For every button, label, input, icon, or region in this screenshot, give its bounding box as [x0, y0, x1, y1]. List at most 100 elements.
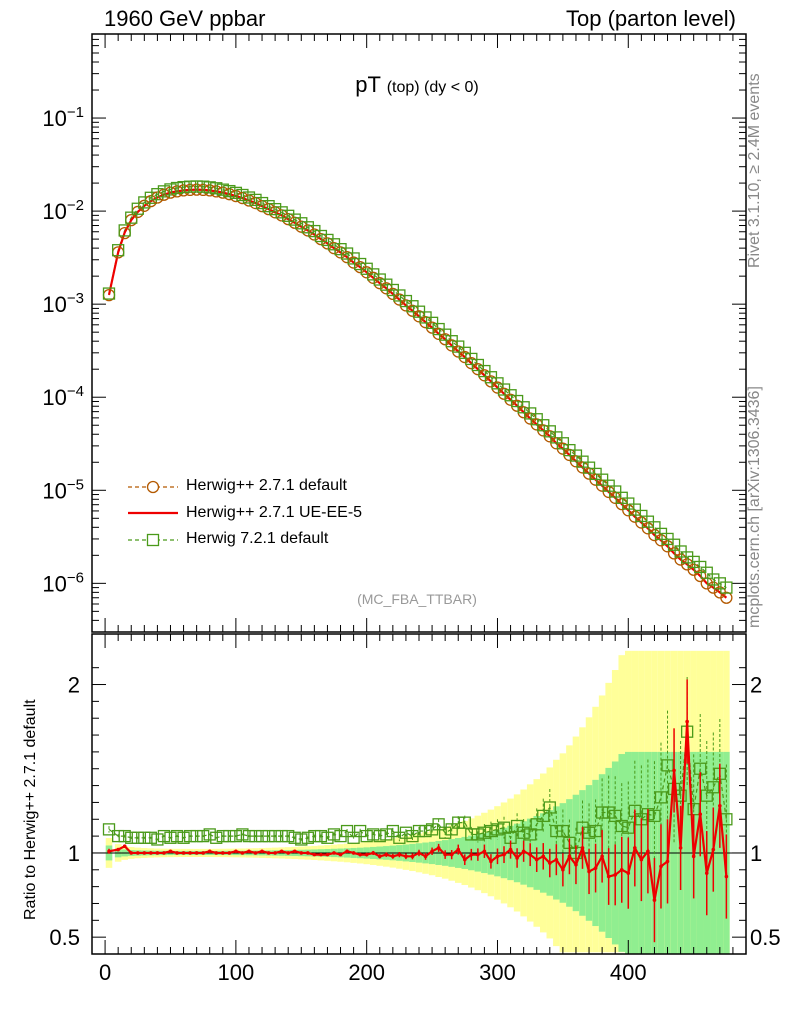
ratio-point-h721 [131, 831, 144, 844]
ratio-point-ueee5 [214, 851, 219, 855]
point-h721 [353, 257, 367, 271]
ratio-point-h721 [255, 829, 269, 843]
ratio-point-ueee5 [456, 847, 461, 852]
point-h721 [334, 243, 347, 256]
point-h721 [262, 200, 275, 213]
point-h721 [510, 394, 524, 408]
header-left: 1960 GeV ppbar [104, 6, 266, 31]
ratio-point-ueee5 [129, 851, 134, 855]
ratio-point-ueee5 [201, 851, 205, 855]
ratio-y-tick-label-left: 1 [68, 841, 80, 866]
ratio-point-ueee5 [404, 854, 408, 859]
point-h271 [661, 540, 674, 553]
main-y-tick-label: 10−6 [42, 569, 84, 596]
ratio-point-h721 [314, 829, 328, 843]
ratio-point-ueee5 [685, 719, 689, 724]
point-h721 [268, 202, 282, 216]
ratio-point-h721 [524, 828, 537, 841]
ratio-point-h721 [151, 833, 164, 846]
ratio-point-ueee5 [306, 851, 310, 855]
ratio-point-h721 [268, 829, 282, 843]
ratio-point-h721 [432, 818, 445, 831]
ratio-point-h721 [125, 831, 138, 844]
point-h721 [216, 183, 229, 196]
ratio-y-tick-label-right: 2 [750, 673, 762, 698]
ratio-point-ueee5 [345, 849, 349, 854]
ratio-point-ueee5 [718, 803, 722, 808]
ratio-point-ueee5 [548, 861, 552, 865]
ratio-y-tick-label-right: 1 [750, 841, 762, 866]
ratio-point-ueee5 [646, 849, 650, 854]
ratio-point-ueee5 [391, 854, 395, 859]
point-h721 [301, 221, 314, 234]
point-h721 [112, 244, 125, 257]
point-h721 [288, 213, 301, 226]
ratio-point-h721 [275, 829, 288, 843]
point-h721 [491, 377, 504, 390]
ratio-point-ueee5 [266, 851, 271, 855]
legend-label-h721: Herwig 7.2.1 default [186, 530, 329, 547]
point-h271 [694, 569, 707, 583]
ratio-point-ueee5 [476, 852, 480, 857]
ratio-point-ueee5 [580, 846, 585, 850]
ratio-point-h721 [223, 829, 236, 843]
ratio-point-ueee5 [332, 851, 336, 855]
ratio-point-h721 [360, 829, 373, 843]
ratio-point-ueee5 [711, 847, 716, 852]
ratio-point-h721 [380, 828, 393, 841]
rivet-version-label: Rivet 3.1.10, ≥ 2.4M events [746, 73, 763, 268]
ratio-point-ueee5 [286, 851, 291, 855]
ratio-point-h721 [144, 831, 158, 844]
ratio-point-h721 [419, 824, 432, 838]
ratio-point-h721 [347, 831, 360, 844]
point-h721 [707, 573, 720, 586]
legend-label-h271: Herwig++ 2.7.1 default [186, 477, 347, 494]
ratio-point-h721 [190, 829, 203, 843]
ratio-point-h721 [654, 791, 668, 804]
ratio-point-ueee5 [377, 854, 382, 859]
x-tick-label: 100 [218, 960, 255, 985]
ratio-y-tick-label-left: 0.5 [49, 925, 80, 950]
ratio-point-ueee5 [122, 844, 127, 849]
ratio-point-ueee5 [135, 851, 140, 855]
ratio-point-h721 [510, 819, 524, 833]
point-h721 [118, 224, 131, 237]
point-h721 [452, 340, 465, 353]
ratio-point-ueee5 [502, 852, 506, 857]
ratio-point-ueee5 [351, 851, 356, 855]
point-h721 [700, 566, 713, 579]
ratio-point-ueee5 [652, 898, 657, 902]
ratio-point-ueee5 [312, 852, 317, 857]
point-h721 [151, 188, 164, 201]
point-h721 [164, 183, 177, 196]
ratio-point-h721 [210, 831, 223, 844]
ratio-point-ueee5 [515, 856, 519, 860]
ratio-point-ueee5 [371, 851, 376, 855]
ratio-point-h721 [157, 829, 171, 843]
ratio-point-h721 [170, 829, 184, 843]
ratio-point-ueee5 [299, 851, 304, 855]
ratio-point-h721 [249, 829, 262, 843]
ratio-point-ueee5 [273, 851, 277, 855]
point-h721 [478, 364, 491, 378]
header-right: Top (parton level) [566, 6, 736, 31]
ratio-point-h721 [530, 818, 543, 831]
ratio-point-h721 [203, 828, 216, 841]
ratio-point-h721 [465, 828, 478, 841]
ratio-point-ueee5 [430, 849, 434, 854]
ratio-point-h721 [177, 831, 190, 844]
x-tick-label: 0 [99, 960, 111, 985]
ratio-point-h721 [386, 824, 399, 838]
point-h271 [609, 491, 622, 504]
ratio-point-h721 [321, 831, 334, 844]
point-h721 [177, 180, 190, 194]
ratio-point-h721 [700, 789, 713, 802]
point-h721 [720, 581, 733, 594]
ratio-point-h721 [367, 828, 380, 841]
ratio-point-h721 [707, 781, 720, 794]
legend-marker-h721 [146, 533, 160, 547]
ratio-point-ueee5 [462, 857, 467, 862]
ratio-point-h721 [543, 801, 556, 814]
ratio-point-ueee5 [221, 851, 225, 855]
